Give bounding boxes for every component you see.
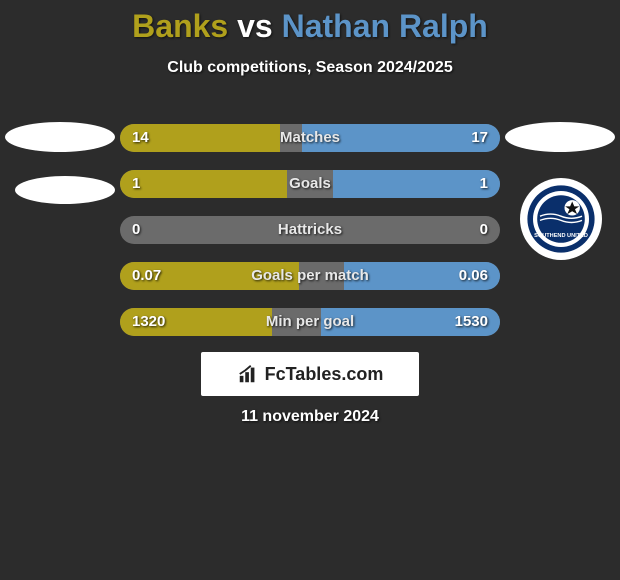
player2-name: Nathan Ralph xyxy=(282,8,488,44)
svg-text:SOUTHEND UNITED: SOUTHEND UNITED xyxy=(534,233,588,239)
stat-label: Goals per match xyxy=(120,262,500,290)
vs-text: vs xyxy=(237,8,273,44)
stat-row: 00Hattricks xyxy=(120,216,500,244)
club-badge-icon: SOUTHEND UNITED xyxy=(526,184,596,254)
player2-photo-placeholder xyxy=(505,122,615,152)
date-text: 11 november 2024 xyxy=(0,408,620,426)
stat-label: Matches xyxy=(120,124,500,152)
player1-name: Banks xyxy=(132,8,228,44)
player1-club-placeholder xyxy=(15,176,115,204)
player1-photo-placeholder xyxy=(5,122,115,152)
stat-row: 1417Matches xyxy=(120,124,500,152)
subtitle: Club competitions, Season 2024/2025 xyxy=(0,59,620,77)
stat-label: Min per goal xyxy=(120,308,500,336)
stat-label: Goals xyxy=(120,170,500,198)
stat-row: 11Goals xyxy=(120,170,500,198)
source-logo-text: FcTables.com xyxy=(265,364,384,385)
source-logo: FcTables.com xyxy=(201,352,419,396)
stat-label: Hattricks xyxy=(120,216,500,244)
chart-icon xyxy=(237,363,259,385)
player2-club-badge: SOUTHEND UNITED xyxy=(520,178,602,260)
comparison-title: Banks vs Nathan Ralph xyxy=(0,0,620,45)
comparison-bars: 1417Matches 11Goals 00Hattricks 0.070.06Goa… xyxy=(120,124,500,354)
stat-row: 13201530Min per goal xyxy=(120,308,500,336)
stat-row: 0.070.06Goals per match xyxy=(120,262,500,290)
